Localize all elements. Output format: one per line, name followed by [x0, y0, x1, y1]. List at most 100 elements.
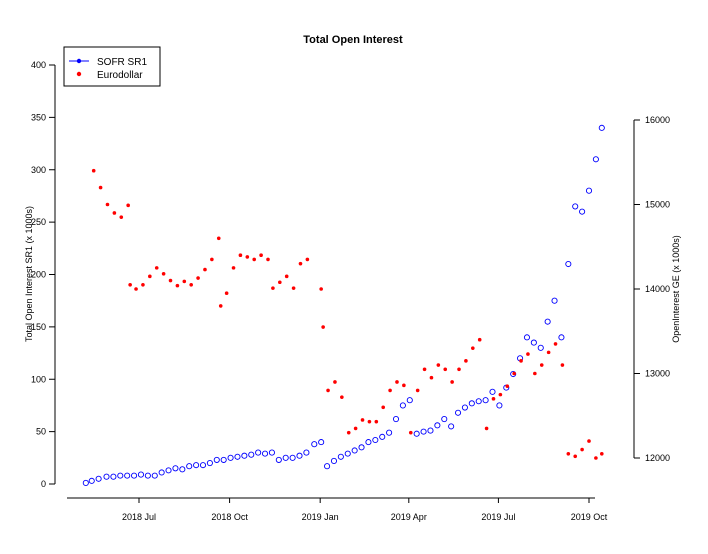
eurodollar-point: [395, 380, 399, 384]
eurodollar-point: [553, 342, 558, 346]
left-y-axis: 0 50 100 150 200 250 300 350 400: [31, 60, 56, 489]
eurodollar-point: [587, 439, 591, 443]
legend-box: [63, 46, 161, 87]
x-tick-label: 2019 Oct: [571, 512, 608, 522]
sofr-point: [165, 467, 172, 474]
eurodollar-point: [210, 257, 214, 262]
eurodollar-point: [91, 168, 96, 173]
right-tick-label: 15000: [645, 200, 670, 210]
sofr-point: [379, 433, 386, 440]
x-tick-label: 2019 Jul: [481, 512, 515, 522]
x-axis: 2018 Jul 2018 Oct 2019 Jan 2019 Apr 2019 Jul…: [67, 497, 608, 522]
sofr-point: [365, 439, 372, 446]
left-tick-label: 150: [31, 322, 46, 332]
right-axis-title: OpenInterest GE (x 1000s): [671, 235, 681, 343]
eurodollar-point: [259, 253, 263, 257]
eurodollar-point: [443, 367, 448, 372]
sofr-point: [172, 465, 179, 472]
eurodollar-point: [450, 380, 454, 384]
eurodollar-point: [374, 419, 379, 424]
eurodollar-point: [381, 405, 386, 410]
sofr-point: [344, 450, 351, 457]
eurodollar-point: [168, 278, 173, 283]
eurodollar-point: [119, 215, 124, 219]
eurodollar-point: [203, 267, 207, 272]
eurodollar-point: [505, 384, 510, 388]
sofr-point: [441, 416, 448, 423]
eurodollar-point: [216, 236, 221, 241]
sofr-point: [131, 472, 138, 479]
sofr-point: [117, 472, 124, 479]
sofr-point: [227, 454, 234, 461]
sofr-point: [406, 397, 413, 404]
eurodollar-point: [98, 185, 103, 190]
eurodollar-point: [218, 304, 223, 308]
sofr-point: [137, 471, 145, 478]
eurodollar-point: [346, 430, 351, 435]
sofr-point: [261, 450, 269, 457]
sofr-point: [282, 454, 289, 461]
eurodollar-point: [526, 352, 530, 356]
eurodollar-point: [594, 456, 598, 460]
eurodollar-point: [154, 266, 159, 270]
left-tick-label: 350: [31, 112, 46, 122]
sofr-point: [482, 397, 489, 404]
right-tick-label: 13000: [645, 369, 670, 379]
eurodollar-point: [484, 426, 489, 431]
legend-sofr-marker: [76, 58, 82, 64]
sofr-point: [544, 318, 551, 325]
sofr-point: [318, 439, 325, 446]
left-axis-title: Total Open Interest SR1 (x 1000s): [24, 206, 34, 342]
sofr-point: [158, 469, 165, 476]
sofr-point: [124, 472, 131, 479]
sofr-point: [82, 479, 89, 487]
sofr-point: [427, 427, 434, 434]
sofr-point: [565, 260, 572, 268]
sofr-point: [268, 449, 275, 456]
sofr-point: [386, 429, 393, 436]
eurodollar-point: [321, 325, 325, 329]
sofr-point: [496, 402, 503, 409]
eurodollar-point: [560, 363, 565, 367]
sofr-point: [110, 473, 117, 480]
eurodollar-point: [126, 203, 130, 208]
sofr-point: [392, 416, 400, 423]
sofr-point: [434, 422, 441, 429]
sofr-point: [324, 463, 331, 470]
right-tick-label: 16000: [645, 115, 670, 125]
eurodollar-point: [436, 363, 441, 367]
sofr-point: [461, 404, 468, 411]
sofr-point: [592, 156, 599, 163]
eurodollar-point: [278, 280, 282, 285]
eurodollar-point: [457, 367, 461, 372]
eurodollar-point: [231, 266, 236, 270]
sofr-point: [454, 409, 462, 416]
sofr-point: [248, 451, 255, 458]
eurodollar-point: [429, 375, 434, 380]
eurodollar-point: [141, 282, 145, 287]
x-tick-label: 2018 Jul: [122, 512, 156, 522]
sofr-point: [537, 344, 544, 351]
eurodollar-point: [600, 451, 604, 456]
eurodollar-point: [512, 371, 516, 376]
eurodollar-point: [498, 392, 503, 397]
eurodollar-point: [175, 283, 180, 288]
eurodollar-point: [161, 271, 166, 276]
left-tick-label: 300: [31, 165, 46, 175]
eurodollar-point: [533, 371, 537, 376]
sofr-point: [399, 402, 406, 409]
sofr-series: [82, 124, 605, 487]
eurodollar-point: [105, 202, 110, 207]
eurodollar-point: [291, 286, 296, 290]
sofr-point: [220, 456, 227, 463]
left-tick-label: 50: [36, 427, 46, 437]
eurodollar-point: [189, 282, 193, 287]
eurodollar-point: [546, 350, 551, 355]
eurodollar-point: [422, 367, 427, 372]
eurodollar-point: [271, 286, 275, 290]
sofr-point: [213, 456, 220, 463]
sofr-point: [241, 452, 248, 459]
sofr-point: [489, 388, 496, 395]
eurodollar-series: [91, 168, 604, 460]
